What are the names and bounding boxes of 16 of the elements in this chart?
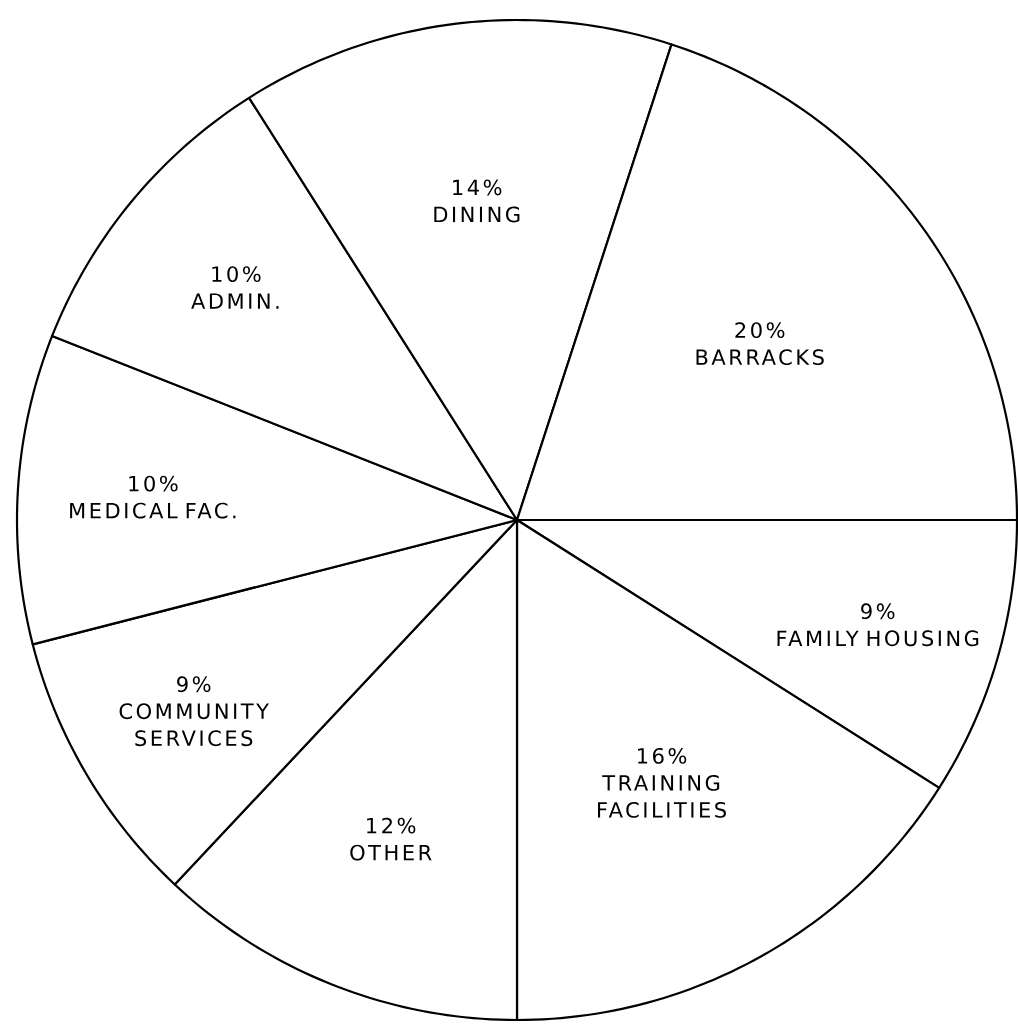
data-label: 9% — [861, 603, 895, 620]
data-label: 14% — [453, 179, 502, 196]
data-label: 10% — [212, 266, 261, 283]
slice-label: DINING — [434, 206, 520, 223]
slice-label: ADMIN. — [191, 293, 279, 309]
data-label: 16% — [638, 747, 687, 764]
slice-label: MEDICAL FAC. — [70, 502, 236, 519]
data-label: 20% — [735, 322, 785, 339]
slice-label: FAMILY HOUSING — [777, 630, 979, 647]
slice-label: TRAINING FACILITIES — [598, 774, 726, 818]
slice-label: COMMUNITY SERVICES — [119, 703, 270, 747]
data-label: 10% — [129, 475, 178, 492]
slice-label: BARRACKS — [696, 349, 824, 366]
slice-label: OTHER — [350, 844, 432, 861]
data-label: 12% — [367, 817, 416, 834]
data-label: 9% — [177, 676, 211, 693]
